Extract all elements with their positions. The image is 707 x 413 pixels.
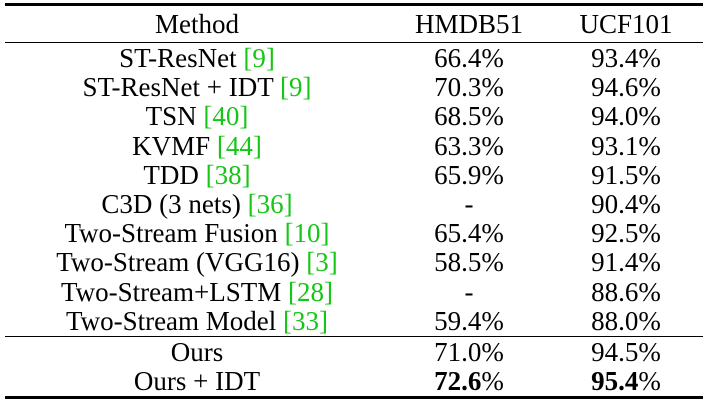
header-row: Method HMDB51 UCF101 <box>5 6 703 42</box>
method-cell: Two-Stream (VGG16) [3] <box>5 249 389 276</box>
citation-link[interactable]: [40] <box>203 101 249 132</box>
method-cell: Two-Stream Fusion [10] <box>5 220 389 247</box>
method-name: Two-Stream (VGG16) <box>56 247 307 278</box>
method-cell: Two-Stream+LSTM [28] <box>5 276 389 307</box>
percent-sign: % <box>638 366 661 397</box>
citation-link[interactable]: [9] <box>243 43 275 74</box>
table-row-ours-idt: Ours + IDT 72.6% 95.4% <box>5 367 703 396</box>
citation-link[interactable]: [3] <box>306 247 338 278</box>
method-name: Two-Stream Model <box>65 305 284 336</box>
hmdb51-cell: 58.5% <box>434 247 504 278</box>
top-rule <box>5 3 703 6</box>
citation-link[interactable]: [33] <box>283 305 329 336</box>
table-row: Two-Stream Model [33] 59.4% 88.0% <box>5 307 703 336</box>
header-rule <box>5 42 703 43</box>
method-name: KVMF <box>132 130 217 161</box>
ucf101-cell: 93.4% <box>591 43 661 74</box>
ucf101-cell: 88.0% <box>591 305 661 336</box>
method-cell: TDD [38] <box>5 159 389 190</box>
header-ucf101: UCF101 <box>579 8 673 39</box>
baseline-rows: ST-ResNet [9] 66.4% 93.4% ST-ResNet + ID… <box>5 43 703 336</box>
citation-link[interactable]: [36] <box>247 189 293 220</box>
method-cell: C3D (3 nets) [36] <box>5 191 389 218</box>
table-row: Two-Stream (VGG16) [3] 58.5% 91.4% <box>5 248 703 277</box>
method-cell: ST-ResNet [9] <box>5 45 389 72</box>
table-row: KVMF [44] 63.3% 93.1% <box>5 132 703 161</box>
method-name: Two-Stream+LSTM <box>60 276 289 307</box>
hmdb51-cell: - <box>464 189 474 220</box>
citation-link[interactable]: [28] <box>288 276 334 307</box>
method-cell: TSN [40] <box>5 103 389 130</box>
hmdb51-cell: - <box>464 276 474 307</box>
header-hmdb51: HMDB51 <box>414 8 523 39</box>
table-row: ST-ResNet + IDT [9] 70.3% 94.6% <box>5 73 703 102</box>
method-name: TSN <box>145 101 204 132</box>
hmdb51-cell: 63.3% <box>434 130 504 161</box>
ucf101-cell: 94.5% <box>591 336 661 367</box>
hmdb51-cell: 70.3% <box>434 72 504 103</box>
table-row-ours: Ours 71.0% 94.5% <box>5 338 703 367</box>
method-name: TDD <box>143 159 206 190</box>
ucf101-cell: 94.6% <box>591 72 661 103</box>
header-method: Method <box>155 8 239 39</box>
method-name: ST-ResNet <box>119 43 244 74</box>
ucf101-cell: 94.0% <box>591 101 661 132</box>
method-cell: ST-ResNet + IDT [9] <box>5 74 389 101</box>
method-name: Two-Stream Fusion <box>64 218 285 249</box>
hmdb51-cell: 66.4% <box>434 43 504 74</box>
method-cell: Ours + IDT <box>133 366 261 397</box>
table-row: ST-ResNet [9] 66.4% 93.4% <box>5 44 703 73</box>
method-cell: Ours <box>170 336 224 367</box>
ucf101-cell: 88.6% <box>591 276 661 307</box>
ucf101-cell: 90.4% <box>591 189 661 220</box>
hmdb51-cell: 65.4% <box>434 218 504 249</box>
citation-link[interactable]: [10] <box>284 218 330 249</box>
ucf101-cell: 95.4% <box>549 368 703 395</box>
method-cell: Two-Stream Model [33] <box>5 305 389 336</box>
table-row: C3D (3 nets) [36] - 90.4% <box>5 190 703 219</box>
ucf101-cell: 91.5% <box>591 159 661 190</box>
table-row: TDD [38] 65.9% 91.5% <box>5 161 703 190</box>
table-row: Two-Stream+LSTM [28] - 88.6% <box>5 278 703 307</box>
hmdb51-cell: 59.4% <box>434 305 504 336</box>
ours-rows: Ours 71.0% 94.5% Ours + IDT 72.6% 95.4% <box>5 337 703 396</box>
citation-link[interactable]: [9] <box>280 72 312 103</box>
ucf101-cell: 91.4% <box>591 247 661 278</box>
best-value: 72.6 <box>434 366 482 397</box>
citation-link[interactable]: [38] <box>205 159 251 190</box>
citation-link[interactable]: [44] <box>216 130 262 161</box>
results-table: Method HMDB51 UCF101 ST-ResNet [9] 66.4%… <box>5 3 703 400</box>
percent-sign: % <box>481 366 504 397</box>
hmdb51-cell: 68.5% <box>434 101 504 132</box>
bottom-rule <box>5 396 703 400</box>
best-value: 95.4 <box>591 366 639 397</box>
ucf101-cell: 93.1% <box>591 130 661 161</box>
table-row: Two-Stream Fusion [10] 65.4% 92.5% <box>5 219 703 248</box>
hmdb51-cell: 72.6% <box>389 368 549 395</box>
hmdb51-cell: 65.9% <box>434 159 504 190</box>
table-row: TSN [40] 68.5% 94.0% <box>5 102 703 131</box>
method-name: C3D (3 nets) <box>101 189 248 220</box>
ours-rule <box>5 335 703 337</box>
ucf101-cell: 92.5% <box>591 218 661 249</box>
hmdb51-cell: 71.0% <box>434 336 504 367</box>
method-name: ST-ResNet + IDT <box>82 72 280 103</box>
method-cell: KVMF [44] <box>5 130 389 161</box>
